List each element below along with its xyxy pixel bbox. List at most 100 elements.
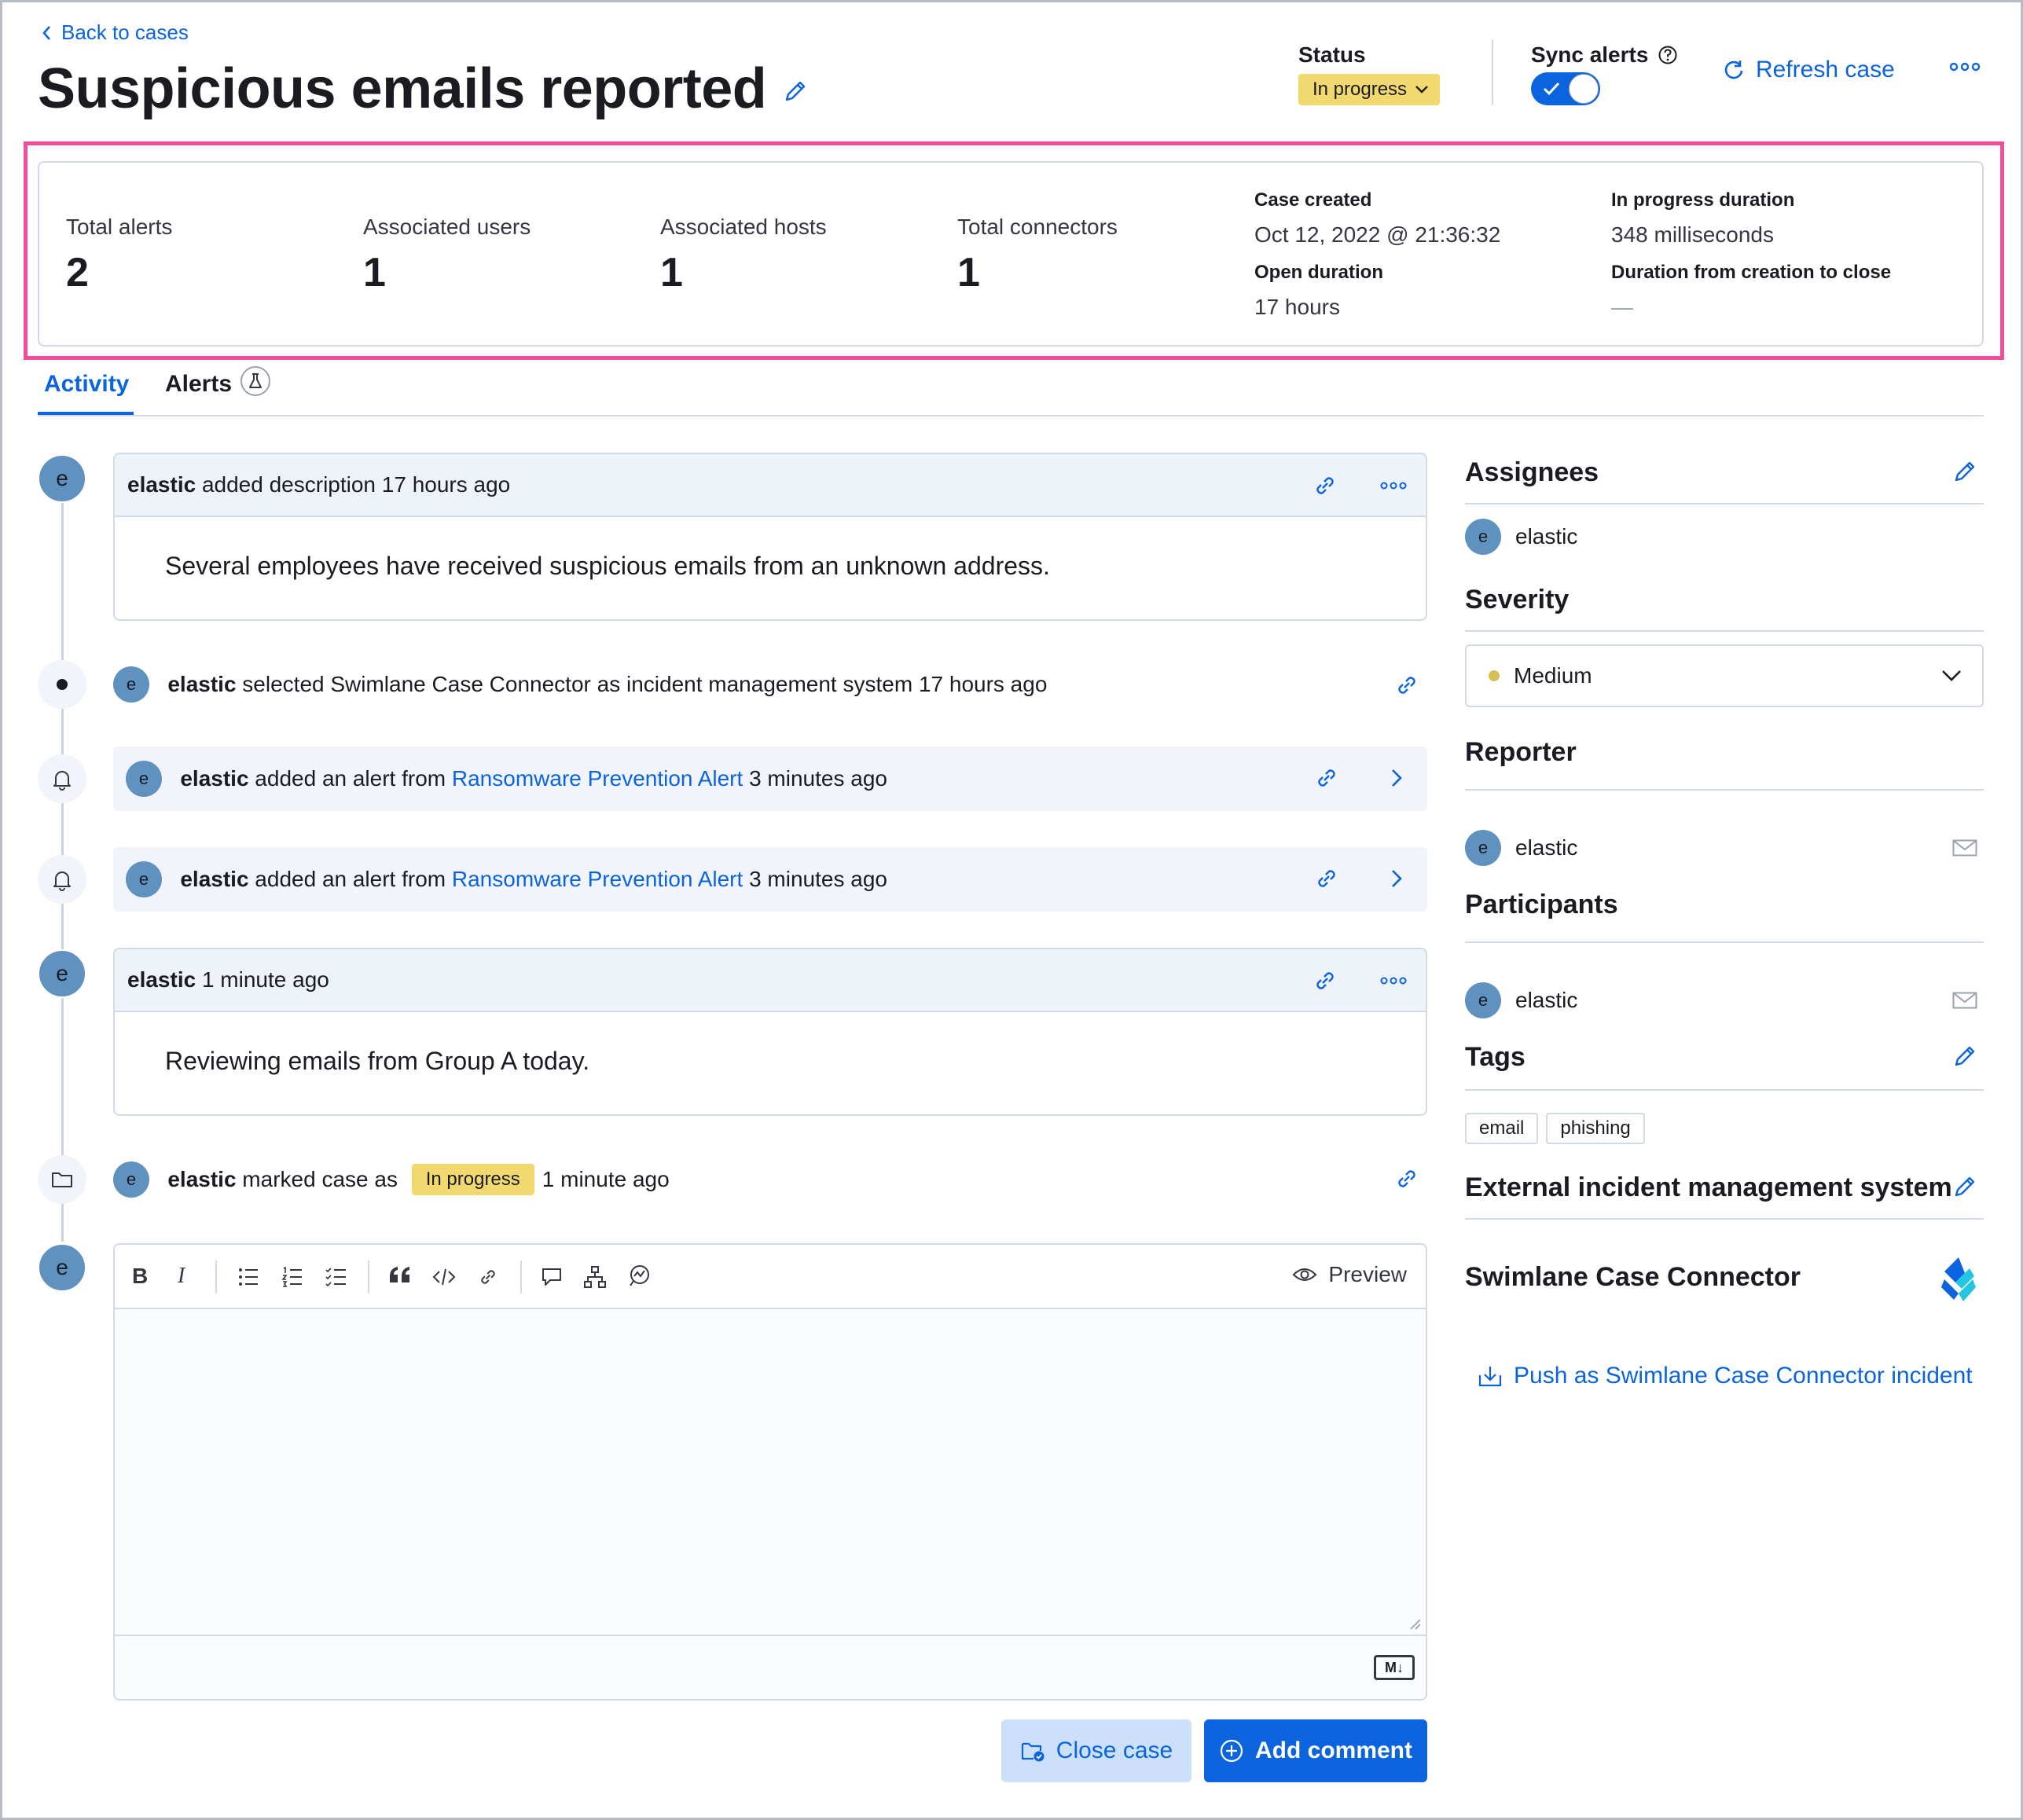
more-actions-icon[interactable] bbox=[1380, 976, 1407, 985]
metric-case-created: Case created Oct 12, 2022 @ 21:36:32 bbox=[1254, 189, 1500, 248]
avatar: e bbox=[1465, 830, 1501, 866]
severity-dot-icon bbox=[1489, 670, 1500, 681]
section-divider bbox=[1465, 1218, 1984, 1220]
external-system-title: External incident management system bbox=[1465, 1172, 1952, 1202]
comment-icon[interactable] bbox=[541, 1267, 563, 1287]
sync-alerts-toggle[interactable] bbox=[1531, 72, 1600, 105]
metric-total-alerts: Total alerts 2 bbox=[66, 215, 172, 296]
more-actions-icon[interactable] bbox=[1380, 481, 1407, 490]
plus-circle-icon bbox=[1219, 1738, 1244, 1763]
link-icon[interactable] bbox=[1314, 765, 1339, 791]
case-metrics-panel: Total alerts 2 Associated users 1 Associ… bbox=[38, 161, 1984, 347]
chevron-right-icon[interactable] bbox=[1390, 868, 1404, 890]
code-icon[interactable] bbox=[432, 1267, 456, 1287]
toolbar-divider bbox=[368, 1260, 369, 1293]
avatar: e bbox=[38, 1243, 86, 1292]
action-text: added an alert from bbox=[255, 766, 446, 791]
avatar: e bbox=[38, 949, 86, 998]
status-badge: In progress bbox=[411, 1164, 534, 1195]
tab-activity[interactable]: Activity bbox=[44, 371, 130, 397]
preview-button[interactable]: Preview bbox=[1292, 1262, 1407, 1287]
email-icon[interactable] bbox=[1952, 992, 1977, 1009]
refresh-icon bbox=[1723, 59, 1745, 81]
reporter-item: e elastic bbox=[1465, 830, 1577, 866]
quote-icon[interactable] bbox=[388, 1265, 412, 1286]
avatar: e bbox=[126, 761, 162, 797]
push-label: Push as Swimlane Case Connector incident bbox=[1514, 1363, 1973, 1389]
refresh-label: Refresh case bbox=[1756, 57, 1895, 83]
link-icon[interactable] bbox=[1313, 968, 1338, 993]
comment-textarea[interactable] bbox=[115, 1309, 1426, 1638]
status-dropdown[interactable]: In progress bbox=[1298, 74, 1441, 105]
bold-button[interactable]: B bbox=[132, 1264, 149, 1288]
metric-label: Open duration bbox=[1254, 262, 1383, 283]
chevron-left-icon bbox=[41, 24, 52, 42]
task-list-icon[interactable] bbox=[325, 1267, 347, 1287]
bell-icon bbox=[38, 855, 86, 904]
metric-value: Oct 12, 2022 @ 21:36:32 bbox=[1254, 222, 1501, 247]
tab-alerts[interactable]: Alerts bbox=[165, 371, 233, 397]
question-circle-icon[interactable] bbox=[1658, 45, 1678, 65]
link-icon[interactable] bbox=[1394, 673, 1419, 698]
chevron-down-icon bbox=[1941, 670, 1962, 682]
link-icon[interactable] bbox=[1314, 866, 1339, 891]
username: elastic bbox=[167, 672, 237, 696]
refresh-case-button[interactable]: Refresh case bbox=[1723, 57, 1895, 83]
participant-name: elastic bbox=[1515, 988, 1578, 1012]
add-comment-button[interactable]: Add comment bbox=[1204, 1719, 1427, 1782]
metric-value: 1 bbox=[660, 250, 683, 295]
add-comment-label: Add comment bbox=[1254, 1737, 1412, 1763]
chevron-right-icon[interactable] bbox=[1390, 767, 1404, 789]
toolbar-divider bbox=[215, 1260, 217, 1293]
timestamp: 3 minutes ago bbox=[749, 867, 887, 891]
visualization-icon[interactable] bbox=[583, 1265, 607, 1289]
metric-label: Associated users bbox=[363, 215, 531, 239]
severity-select[interactable]: Medium bbox=[1465, 644, 1984, 707]
back-to-cases-link[interactable]: Back to cases bbox=[41, 20, 189, 45]
description-card: elastic added description 17 hours ago S… bbox=[113, 453, 1427, 621]
toggle-knob bbox=[1569, 74, 1599, 104]
link-icon[interactable] bbox=[1394, 1166, 1419, 1191]
preview-label: Preview bbox=[1328, 1262, 1407, 1286]
metric-value: — bbox=[1611, 295, 1633, 319]
folder-icon bbox=[38, 1155, 86, 1204]
numbered-list-icon[interactable] bbox=[281, 1267, 303, 1287]
close-case-button[interactable]: Close case bbox=[1001, 1719, 1191, 1782]
metric-value: 17 hours bbox=[1254, 295, 1340, 319]
metric-in-progress-duration: In progress duration 348 milliseconds bbox=[1611, 189, 1794, 248]
tag-list: email phishing bbox=[1465, 1113, 1645, 1144]
more-actions-icon[interactable] bbox=[1949, 61, 1981, 72]
link-icon[interactable] bbox=[1313, 473, 1338, 498]
resize-handle-icon[interactable] bbox=[1408, 1617, 1421, 1630]
metric-label: Duration from creation to close bbox=[1611, 262, 1892, 283]
section-divider bbox=[1465, 789, 1984, 791]
markdown-icon: M↓ bbox=[1374, 1655, 1415, 1680]
italic-button[interactable]: I bbox=[178, 1264, 185, 1288]
action-text: marked case as bbox=[242, 1167, 398, 1191]
edit-tags-pencil-icon[interactable] bbox=[1952, 1044, 1977, 1069]
status-value: In progress bbox=[1313, 79, 1408, 100]
push-incident-link[interactable]: Push as Swimlane Case Connector incident bbox=[1478, 1363, 1973, 1389]
alert-rule-link[interactable]: Ransomware Prevention Alert bbox=[451, 766, 743, 791]
bullet-list-icon[interactable] bbox=[237, 1267, 259, 1287]
edit-title-pencil-icon[interactable] bbox=[783, 79, 808, 104]
metric-label: Total alerts bbox=[66, 215, 173, 239]
metric-value: 1 bbox=[363, 250, 386, 295]
swimlane-logo-icon bbox=[1938, 1256, 1977, 1306]
timestamp: 3 minutes ago bbox=[749, 766, 887, 791]
tag-badge[interactable]: phishing bbox=[1546, 1113, 1645, 1144]
metric-label: Case created bbox=[1254, 189, 1372, 211]
tag-badge[interactable]: email bbox=[1465, 1113, 1539, 1144]
folder-check-icon bbox=[1020, 1739, 1045, 1763]
alert-rule-link[interactable]: Ransomware Prevention Alert bbox=[451, 867, 743, 891]
timeline-lens-icon[interactable] bbox=[627, 1264, 652, 1289]
edit-assignees-pencil-icon[interactable] bbox=[1952, 459, 1977, 484]
email-icon[interactable] bbox=[1952, 839, 1977, 857]
action-text: added description 17 hours ago bbox=[201, 472, 511, 497]
section-divider bbox=[1465, 941, 1984, 943]
link-icon[interactable] bbox=[478, 1267, 498, 1287]
sync-alerts-label: Sync alerts bbox=[1531, 42, 1678, 68]
upload-icon bbox=[1478, 1364, 1503, 1388]
edit-connector-pencil-icon[interactable] bbox=[1952, 1174, 1977, 1199]
